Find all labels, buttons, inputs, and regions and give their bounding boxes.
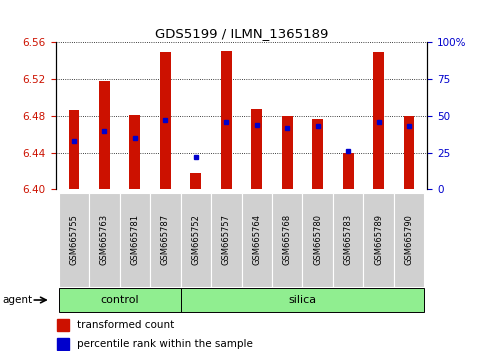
Bar <box>58 193 89 287</box>
Title: GDS5199 / ILMN_1365189: GDS5199 / ILMN_1365189 <box>155 27 328 40</box>
Text: GSM665768: GSM665768 <box>283 214 292 266</box>
Bar <box>211 193 242 287</box>
Text: GSM665764: GSM665764 <box>252 214 261 266</box>
Bar <box>333 193 363 287</box>
Bar <box>181 288 425 312</box>
Bar <box>394 193 425 287</box>
Bar <box>242 193 272 287</box>
Bar <box>69 109 79 189</box>
Text: GSM665781: GSM665781 <box>130 214 139 266</box>
Bar <box>58 288 181 312</box>
Bar <box>129 115 140 189</box>
Bar <box>221 51 231 189</box>
Bar <box>343 153 354 189</box>
Text: agent: agent <box>2 295 32 305</box>
Bar <box>282 116 293 189</box>
Text: GSM665783: GSM665783 <box>344 214 353 266</box>
Text: GSM665789: GSM665789 <box>374 214 383 266</box>
Text: GSM665780: GSM665780 <box>313 214 322 266</box>
Bar <box>150 193 181 287</box>
Text: GSM665757: GSM665757 <box>222 214 231 266</box>
Bar <box>252 109 262 189</box>
Bar <box>404 116 414 189</box>
Text: control: control <box>100 295 139 305</box>
Bar <box>89 193 120 287</box>
Bar <box>120 193 150 287</box>
Text: transformed count: transformed count <box>77 320 174 330</box>
Bar <box>99 81 110 189</box>
Bar <box>313 119 323 189</box>
Text: GSM665790: GSM665790 <box>405 215 413 265</box>
Text: GSM665752: GSM665752 <box>191 215 200 265</box>
Bar <box>363 193 394 287</box>
Text: percentile rank within the sample: percentile rank within the sample <box>77 339 253 349</box>
Bar <box>373 52 384 189</box>
Bar <box>302 193 333 287</box>
Text: silica: silica <box>288 295 316 305</box>
Text: GSM665763: GSM665763 <box>100 214 109 266</box>
Bar <box>272 193 302 287</box>
Bar <box>160 52 170 189</box>
Text: GSM665755: GSM665755 <box>70 215 78 265</box>
Bar <box>181 193 211 287</box>
Text: GSM665787: GSM665787 <box>161 214 170 266</box>
Bar <box>190 173 201 189</box>
